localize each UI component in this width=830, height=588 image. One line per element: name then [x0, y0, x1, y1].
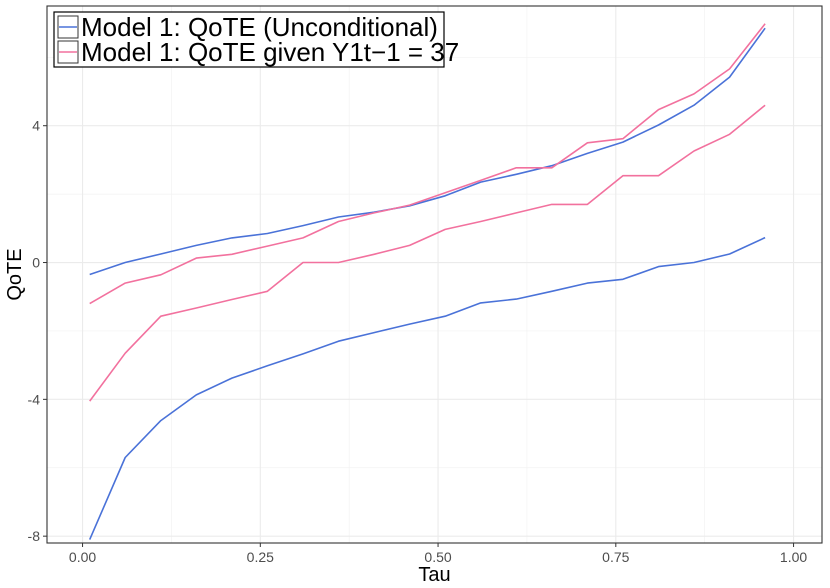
x-tick-label: 0.00	[69, 549, 96, 565]
y-tick-label: 0	[32, 255, 40, 271]
x-tick-label: 0.75	[602, 549, 629, 565]
y-tick-label: 4	[32, 118, 40, 134]
y-tick-label: -8	[28, 528, 41, 544]
legend-entry-unconditional: Model 1: QoTE (Unconditional)	[57, 12, 438, 42]
series-line-blue-lower	[88, 236, 766, 540]
legend: Model 1: QoTE (Unconditional) Model 1: Q…	[53, 11, 459, 68]
series-lines	[88, 23, 766, 540]
minor-gridlines	[47, 6, 822, 543]
major-gridlines	[47, 6, 822, 543]
x-tick-label: 0.25	[247, 549, 274, 565]
legend-label: Model 1: QoTE (Unconditional)	[81, 12, 438, 42]
x-axis-title: Tau	[418, 564, 450, 586]
legend-entry-conditional: Model 1: QoTE given Y1t−1 = 37	[57, 37, 459, 67]
legend-label: Model 1: QoTE given Y1t−1 = 37	[81, 37, 459, 67]
axis-ticks: 0.00 0.25 0.50 0.75 1.00 -8 -4 0 4	[28, 118, 808, 565]
series-line-pink-lower	[89, 104, 766, 402]
y-axis-title: QoTE	[4, 248, 26, 300]
y-tick-label: -4	[28, 391, 41, 407]
series-line-pink-upper	[89, 23, 766, 305]
series-line-blue-upper	[89, 27, 766, 276]
x-tick-label: 1.00	[780, 549, 807, 565]
x-tick-label: 0.50	[424, 549, 451, 565]
legend-box	[53, 11, 445, 68]
plot-panel-border	[46, 5, 823, 544]
